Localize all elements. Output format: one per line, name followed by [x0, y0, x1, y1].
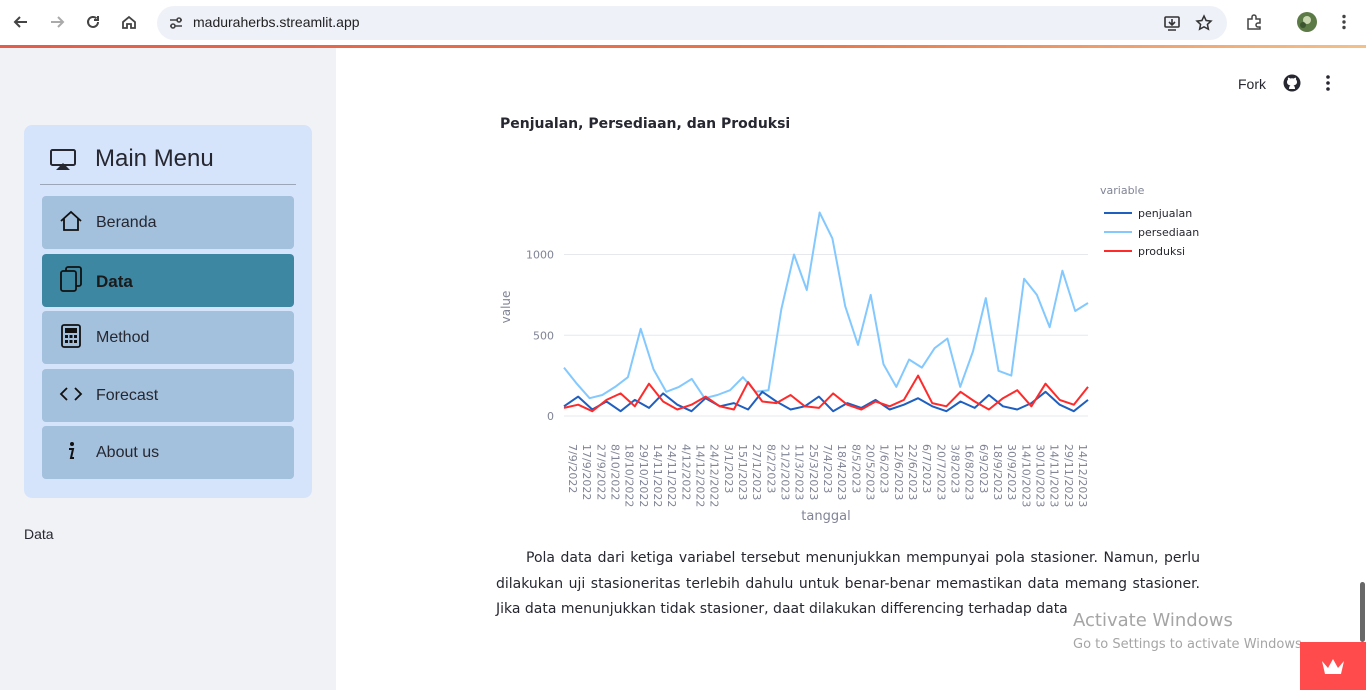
site-settings-icon[interactable]: [167, 14, 185, 32]
x-tick-label: 17/9/2022: [580, 444, 593, 500]
series-line-produksi: [563, 374, 1089, 413]
calculator-icon: [58, 323, 84, 349]
x-tick-label: 25/3/2023: [807, 444, 820, 500]
x-tick-label: 12/6/2023: [892, 444, 905, 500]
browser-toolbar: maduraherbs.streamlit.app: [0, 0, 1366, 46]
x-tick-label: 22/6/2023: [906, 444, 919, 500]
x-tick-label: 30/10/2023: [1033, 444, 1046, 507]
sidebar: Main Menu Beranda Data Method Forecast: [0, 48, 336, 690]
profile-avatar[interactable]: [1296, 11, 1318, 33]
x-tick-label: 18/4/2023: [835, 444, 848, 500]
x-tick-label: 7/9/2022: [566, 444, 579, 493]
x-tick-label: 27/9/2022: [594, 444, 607, 500]
x-tick-label: 24/12/2022: [708, 444, 721, 507]
legend-label-penjualan: penjualan: [1138, 207, 1192, 220]
x-tick-label: 20/7/2023: [934, 444, 947, 500]
menu-header: Main Menu: [40, 137, 296, 185]
x-tick-label: 29/10/2022: [637, 444, 650, 507]
series-line-penjualan: [563, 390, 1089, 413]
x-tick-label: 11/3/2023: [793, 444, 806, 500]
x-tick-label: 14/11/2023: [1048, 444, 1061, 507]
streamlit-crown-icon: [1322, 659, 1344, 674]
bookmark-star-icon[interactable]: [1195, 14, 1213, 32]
chart-title: Penjualan, Persediaan, dan Produksi: [500, 116, 791, 132]
x-tick-label: 15/1/2023: [736, 444, 749, 500]
sidebar-item-method[interactable]: Method: [42, 311, 294, 364]
install-icon[interactable]: [1163, 14, 1181, 32]
x-tick-label: 3/1/2023: [722, 444, 735, 493]
github-icon[interactable]: [1283, 74, 1301, 92]
activate-windows-subtitle: Go to Settings to activate Windows.: [1073, 637, 1306, 652]
x-tick-label: 8/2/2023: [764, 444, 777, 493]
x-tick-label: 6/9/2023: [977, 444, 990, 493]
back-icon[interactable]: [10, 11, 32, 33]
x-tick-label: 14/12/2023: [1076, 444, 1089, 507]
sidebar-item-about-us[interactable]: About us: [42, 426, 294, 479]
sidebar-item-label: Forecast: [96, 387, 159, 404]
y-tick-label: 1000: [526, 249, 554, 262]
series-line-persediaan: [563, 211, 1089, 400]
main-content: Fork Penjualan, Persediaan, dan Produksi…: [336, 48, 1366, 690]
sidebar-item-beranda[interactable]: Beranda: [42, 196, 294, 249]
x-axis-label: tanggal: [801, 509, 850, 524]
x-tick-label: 4/12/2022: [679, 444, 692, 500]
info-icon: [58, 438, 84, 464]
x-tick-label: 7/4/2023: [821, 444, 834, 493]
x-tick-label: 20/5/2023: [863, 444, 876, 500]
house-icon: [58, 208, 84, 234]
x-tick-label: 8/10/2022: [609, 444, 622, 500]
legend-label-produksi: produksi: [1138, 245, 1185, 258]
display-icon: [50, 149, 76, 170]
sidebar-item-label: Beranda: [96, 214, 157, 231]
x-tick-label: 18/10/2022: [623, 444, 636, 507]
x-tick-label: 16/8/2023: [963, 444, 976, 500]
y-axis-label: value: [499, 291, 513, 324]
x-tick-label: 1/6/2023: [878, 444, 891, 493]
address-bar[interactable]: maduraherbs.streamlit.app: [157, 6, 1227, 40]
x-tick-label: 14/12/2022: [694, 444, 707, 507]
x-tick-label: 6/7/2023: [920, 444, 933, 493]
x-tick-label: 30/9/2023: [1005, 444, 1018, 500]
code-icon: [58, 381, 84, 407]
url-text[interactable]: maduraherbs.streamlit.app: [193, 14, 360, 30]
x-tick-label: 21/2/2023: [779, 444, 792, 500]
x-tick-label: 24/11/2022: [665, 444, 678, 507]
chrome-menu-icon[interactable]: [1333, 11, 1355, 33]
activate-windows-title: Activate Windows: [1073, 610, 1233, 631]
legend-title: variable: [1100, 184, 1145, 197]
x-tick-label: 8/5/2023: [849, 444, 862, 493]
page-scrollbar[interactable]: [1360, 582, 1365, 642]
y-tick-label: 500: [533, 329, 554, 342]
x-tick-label: 29/11/2023: [1062, 444, 1075, 507]
sidebar-caption: Data: [24, 526, 54, 542]
loading-accent-bar: [0, 45, 1366, 48]
forward-icon[interactable]: [46, 11, 68, 33]
sidebar-item-forecast[interactable]: Forecast: [42, 369, 294, 422]
sidebar-item-data[interactable]: Data: [42, 254, 294, 307]
main-menu: Main Menu Beranda Data Method Forecast: [24, 125, 312, 498]
menu-title: Main Menu: [95, 145, 214, 172]
sidebar-item-label: About us: [96, 444, 160, 461]
x-tick-label: 27/1/2023: [750, 444, 763, 500]
streamlit-menu-icon[interactable]: [1319, 74, 1337, 92]
x-tick-label: 14/10/2023: [1019, 444, 1032, 507]
extensions-icon[interactable]: [1243, 11, 1265, 33]
x-tick-label: 3/8/2023: [948, 444, 961, 493]
streamlit-badge[interactable]: [1300, 642, 1366, 690]
fork-button[interactable]: Fork: [1238, 76, 1266, 92]
sidebar-item-label: Data: [96, 272, 133, 291]
legend-label-persediaan: persediaan: [1138, 226, 1199, 239]
x-tick-label: 14/11/2022: [651, 444, 664, 507]
y-tick-label: 0: [547, 410, 554, 423]
files-icon: [58, 266, 84, 292]
sidebar-item-label: Method: [96, 329, 150, 346]
x-tick-label: 18/9/2023: [991, 444, 1004, 500]
reload-icon[interactable]: [82, 11, 104, 33]
home-icon[interactable]: [118, 11, 140, 33]
description-paragraph: Pola data dari ketiga variabel tersebut …: [496, 550, 1200, 617]
